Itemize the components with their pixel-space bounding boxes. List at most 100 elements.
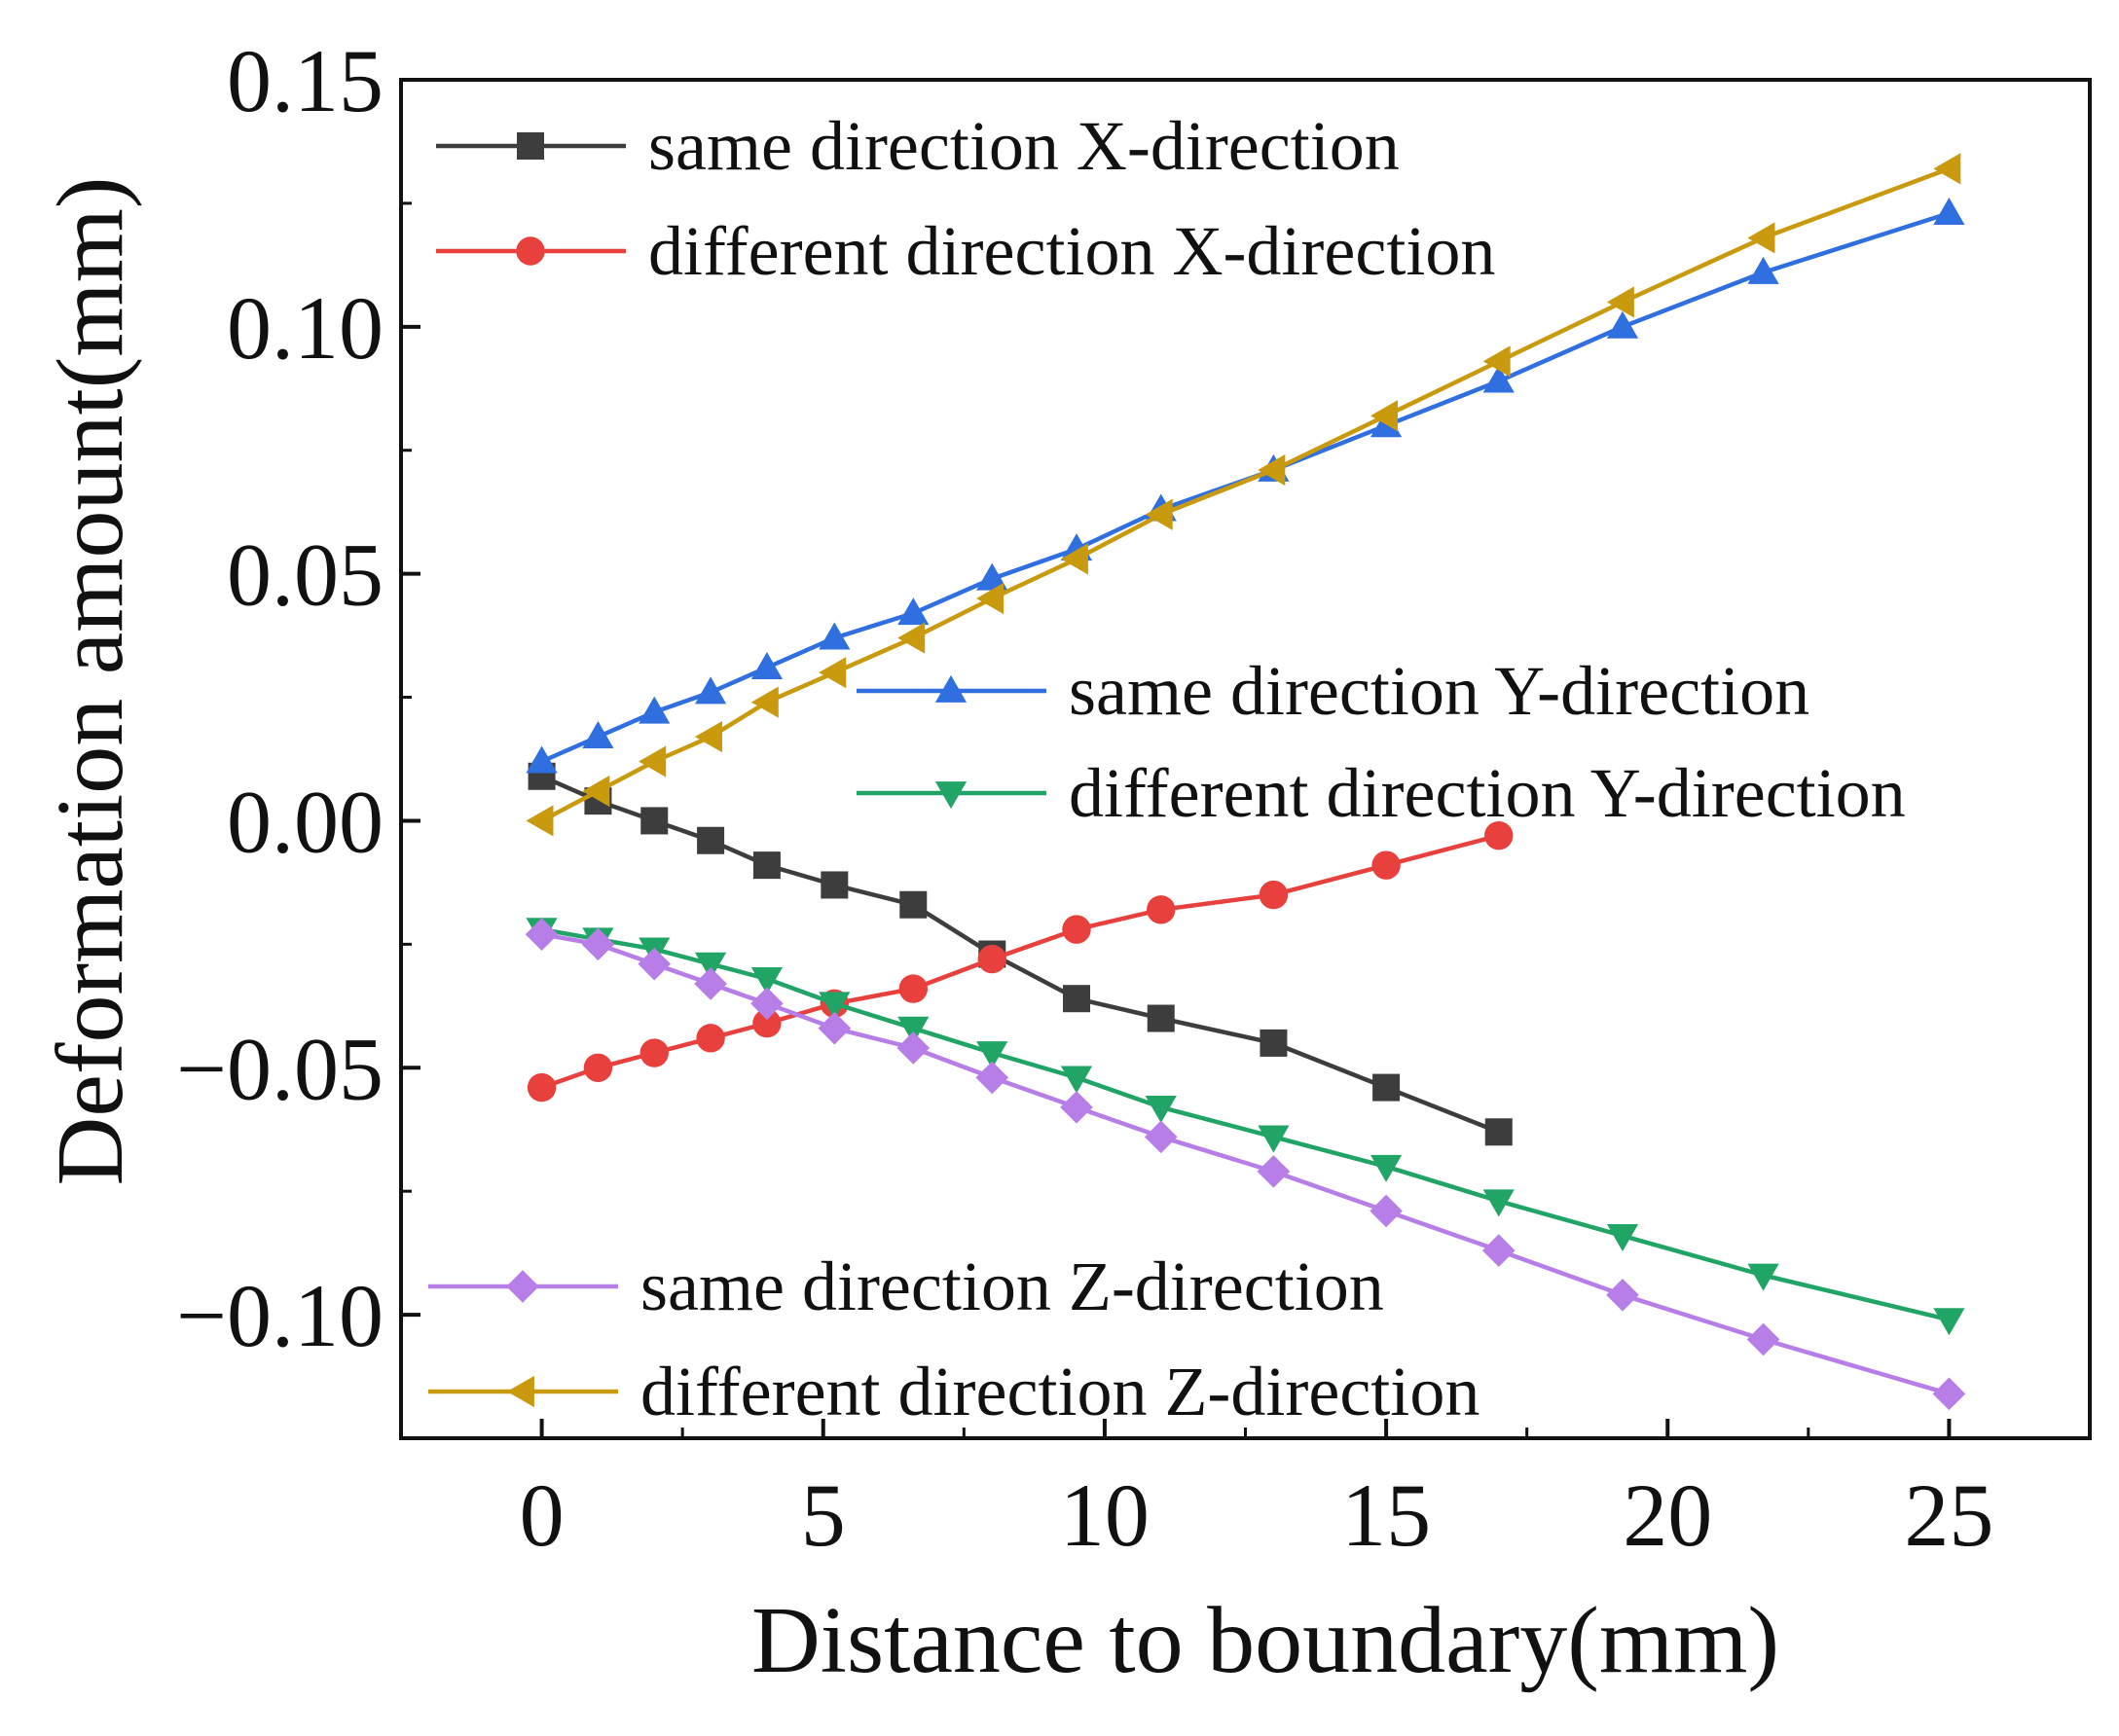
data-point (1482, 345, 1511, 378)
data-point (1147, 895, 1176, 924)
data-point (582, 721, 614, 749)
data-point (1260, 1029, 1288, 1057)
data-point (899, 890, 928, 919)
data-point (1258, 1125, 1290, 1153)
data-point (1606, 286, 1634, 318)
legend-bottom-left: same direction Z-direction different dire… (428, 1248, 1480, 1430)
data-point (639, 1038, 669, 1067)
data-point (1145, 498, 1173, 530)
legend-label: different direction Y-direction (1069, 754, 1906, 832)
series-line (540, 210, 1951, 764)
y-tick-label: 0.15 (227, 31, 384, 130)
data-point (1484, 1118, 1513, 1146)
y-tick-label: −0.05 (176, 1019, 384, 1118)
data-point (750, 686, 779, 718)
series-line (540, 833, 1500, 1090)
data-point (1370, 1194, 1403, 1228)
legend-label: different direction X-direction (648, 212, 1495, 290)
legend-marker (934, 781, 968, 810)
y-tick-label: 0.05 (227, 525, 384, 625)
series-2 (527, 820, 1514, 1103)
series-line (541, 926, 1950, 1322)
data-point (1747, 1263, 1779, 1291)
series-line (541, 931, 1951, 1396)
data-point (1062, 915, 1091, 944)
axes: −0.10 −0.05 0.00 0.05 0.10 0.15 0 5 10 15 20 25 (176, 31, 2092, 1565)
x-tick-label: 10 (1060, 1465, 1150, 1565)
data-point (1482, 1189, 1515, 1217)
legend-item: same direction Y-direction (857, 652, 1809, 730)
legend-item: different direction X-direction (436, 212, 1495, 290)
data-point (1257, 1155, 1291, 1188)
data-point (1144, 1120, 1178, 1154)
data-point (1371, 850, 1401, 880)
data-point (976, 1041, 1008, 1069)
data-point (639, 696, 671, 724)
data-point (750, 987, 784, 1021)
legend-item: different direction Y-direction (857, 754, 1906, 832)
data-point (821, 871, 849, 899)
data-point (897, 597, 930, 626)
data-point (1606, 1223, 1639, 1251)
data-point (819, 622, 851, 650)
data-point (640, 807, 669, 835)
data-point (750, 651, 784, 679)
data-point (582, 775, 610, 808)
legend-label: same direction Z-direction (640, 1248, 1384, 1325)
legends: same direction X-direction different dire… (428, 107, 1906, 1430)
data-point (639, 745, 667, 778)
legend-marker (517, 132, 544, 160)
legend-marker (516, 236, 545, 266)
data-point (752, 1008, 782, 1038)
data-point (696, 1024, 725, 1053)
data-point (526, 805, 554, 837)
legend-item: different direction Z-direction (428, 1353, 1480, 1430)
data-point (1481, 1234, 1516, 1267)
data-point (1747, 222, 1775, 254)
data-point (1482, 365, 1515, 393)
data-point (694, 676, 727, 705)
data-point (527, 1072, 557, 1103)
data-point (896, 1031, 931, 1065)
data-point (694, 967, 727, 1000)
legend-marker (506, 1375, 534, 1408)
data-point (898, 974, 928, 1003)
y-tick-label: −0.10 (176, 1266, 384, 1365)
data-point (1370, 1154, 1403, 1182)
data-point (897, 622, 926, 654)
data-point (697, 826, 725, 854)
data-point (1606, 310, 1639, 339)
data-point (638, 947, 672, 981)
data-point (1933, 153, 1961, 185)
x-tick-label: 25 (1904, 1465, 1993, 1565)
data-point (750, 966, 784, 995)
data-point (819, 992, 851, 1020)
data-point (1258, 453, 1286, 487)
data-point (581, 927, 615, 961)
legend-item: same direction X-direction (436, 107, 1400, 185)
x-tick-label: 15 (1341, 1465, 1431, 1565)
data-point (1933, 1308, 1965, 1336)
y-tick-label: 0.00 (227, 772, 384, 871)
data-point (1747, 256, 1779, 284)
data-point (1063, 985, 1090, 1013)
data-point (1145, 1095, 1177, 1123)
series-layer (525, 153, 1966, 1411)
data-point (975, 1061, 1009, 1095)
legend-label: different direction Z-direction (640, 1353, 1480, 1430)
x-tick-label: 20 (1623, 1465, 1712, 1565)
data-point (1372, 1073, 1401, 1102)
data-point (752, 851, 781, 880)
data-point (1932, 1377, 1966, 1411)
data-point (1484, 820, 1514, 850)
series-6 (526, 153, 1961, 837)
data-point (526, 745, 558, 774)
data-point (1259, 880, 1289, 910)
x-tick-label: 0 (520, 1465, 565, 1565)
y-tick-label: 0.10 (227, 278, 384, 378)
data-point (694, 721, 722, 753)
data-point (694, 952, 727, 980)
series-5 (525, 918, 1966, 1411)
x-tick-label: 5 (801, 1465, 846, 1565)
data-point (1147, 1004, 1175, 1032)
